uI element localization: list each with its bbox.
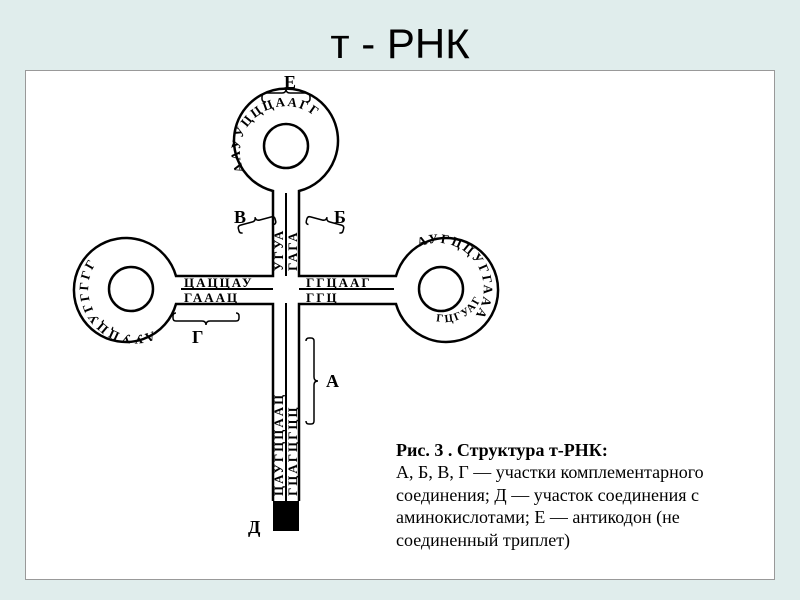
right-stem-top-seq: ГГЦААГ [306,275,372,290]
left-loop-hole [109,267,153,311]
right-loop-seq: АУГЦЦУГГААА [415,231,496,323]
left-loop-seq: АУУЦЦУГГГГГ [76,256,157,348]
left-stem-bot-seq: ГАААЦ [184,290,239,305]
caption-body: А, Б, В, Г — участки комплементарного со… [396,462,704,550]
left-stem-top-seq: ЦАЦЦАУ [184,275,254,290]
right-stem-bot-seq: ГГЦ [306,290,339,305]
label-D: Д [248,517,261,537]
page-title: т - РНК [0,0,800,68]
label-G: Г [192,327,203,347]
top-stem-right-seq: ГАГА [285,231,300,272]
brace-G [173,313,239,325]
top-loop-seq: ААУУЦЦЦААГГ [228,94,324,175]
right-loop-hole [419,267,463,311]
diagram-panel: ААУУЦЦЦААГГ АУУЦЦУГГГГГ АУГЦЦУГГААА ГЦГУ… [25,70,775,580]
label-A: А [326,371,339,391]
bottom-stem-right-seq: ГЦАГЦГЦЦ [285,405,300,496]
brace-A [306,338,318,424]
acceptor-end-box [273,501,299,531]
top-loop-hole [264,124,308,168]
top-stem-left-seq: УГУА [271,229,286,271]
caption-title: Рис. 3 . Структура т-РНК: [396,440,608,460]
bottom-stem-left-seq: ЦАУГЦЦААЦ [271,393,286,496]
figure-caption: Рис. 3 . Структура т-РНК: А, Б, В, Г — у… [396,439,736,552]
